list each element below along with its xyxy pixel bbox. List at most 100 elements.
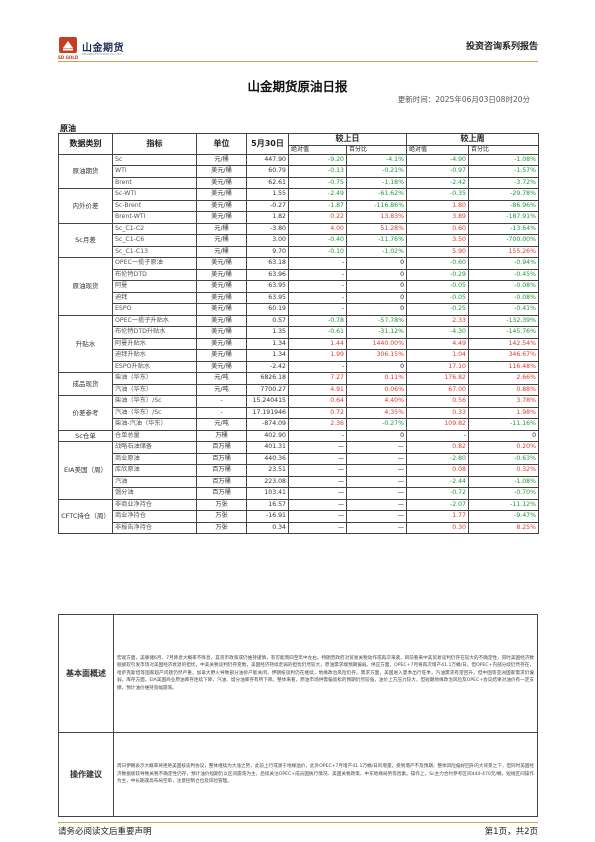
column-header-indicator: 指标 <box>112 133 197 155</box>
day-pct-change-cell: 51.28% <box>346 222 407 235</box>
advice-label: 操作建议 <box>58 732 114 817</box>
unit-cell: 万张 <box>196 521 247 534</box>
week-abs-change-cell: -0.05 <box>406 291 469 304</box>
page-footer: 请务必阅读文后重要声明 第1页，共2页 <box>58 822 538 837</box>
day-abs-change-cell: 1.44 <box>288 337 347 350</box>
unit-cell: 万张 <box>196 510 247 523</box>
indicator-cell: 布伦特DTD <box>112 268 197 281</box>
week-pct-change-cell: -11.12% <box>468 498 539 511</box>
week-abs-change-cell: 0.82 <box>406 441 469 454</box>
week-pct-change-cell: -1.57% <box>468 165 539 178</box>
day-abs-change-cell: - <box>288 280 347 293</box>
week-abs-change-cell: 0.56 <box>406 395 469 408</box>
day-abs-change-cell: — <box>288 475 347 488</box>
unit-cell: 元/吨 <box>196 372 247 385</box>
week-abs-change-cell: -0.60 <box>406 257 469 270</box>
indicator-cell: 布伦特DTD升贴水 <box>112 326 197 339</box>
day-pct-change-cell: 0 <box>346 268 407 281</box>
footer-page-number: 第1页，共2页 <box>484 827 538 837</box>
day-abs-change-cell: - <box>288 291 347 304</box>
week-pct-change-cell: -0.94% <box>468 257 539 270</box>
column-header-date: 5月30日 <box>246 133 289 155</box>
value-cell: 1.34 <box>246 349 289 362</box>
column-header-unit: 单位 <box>196 133 247 155</box>
week-pct-change-cell: 8.25% <box>468 521 539 534</box>
unit-cell: 元/桶 <box>196 245 247 258</box>
week-pct-change-cell: -0.70% <box>468 487 539 500</box>
value-cell: 7700.27 <box>246 383 289 396</box>
indicator-cell: 汽油 <box>112 475 197 488</box>
category-cell: EIA美国（周） <box>58 441 113 500</box>
day-pct-change-cell: 306.15% <box>346 349 407 362</box>
table-row: Brent 美元/桶 62.61 -0.75 -1.18% -2.42 -3.72% <box>59 176 539 189</box>
indicator-cell: 汽油（华东）/Sc <box>112 406 197 419</box>
week-abs-change-cell: 4.49 <box>406 337 469 350</box>
company-english-name: SD GOLD <box>58 55 79 60</box>
footer-disclaimer: 请务必阅读文后重要声明 <box>58 827 152 837</box>
unit-cell: 美元/桶 <box>196 268 247 281</box>
table-row: 阿曼升贴水 美元/桶 1.34 1.44 1440.00% 4.49 142.54% <box>59 337 539 350</box>
indicator-cell: OPEC一揽子升贴水 <box>112 314 197 327</box>
week-abs-change-cell: 1.80 <box>406 199 469 212</box>
value-cell: -3.80 <box>246 222 289 235</box>
value-cell: 9.70 <box>246 245 289 258</box>
value-cell: 402.90 <box>246 429 289 442</box>
value-cell: 63.18 <box>246 257 289 270</box>
day-pct-change-cell: 0.06% <box>346 383 407 396</box>
week-pct-change-cell: -86.96% <box>468 199 539 212</box>
week-pct-change-cell: 0 <box>468 429 539 442</box>
table-row: 迪拜 美元/桶 63.95-0 -0.05 -0.08% <box>59 291 539 304</box>
week-abs-change-cell: 0.30 <box>406 521 469 534</box>
commentary-table: 基本面概述 宏观方面，美联储6月、7月降息大概率不降息，其货币政策或仍维持谨慎，… <box>58 614 538 817</box>
day-abs-change-cell: - <box>288 360 347 373</box>
unit-cell: 美元/桶 <box>196 280 247 293</box>
indicator-cell: Sc_C1-C6 <box>112 234 197 247</box>
unit-cell: 万桶 <box>196 429 247 442</box>
day-abs-change-cell: 4.00 <box>288 222 347 235</box>
indicator-cell: 柴油（华东）/Sc <box>112 395 197 408</box>
week-abs-change-cell: 0.33 <box>406 406 469 419</box>
day-abs-change-cell: — <box>288 452 347 465</box>
category-cell: Sc仓单 <box>58 429 113 442</box>
week-abs-change-cell: 5.90 <box>406 245 469 258</box>
week-pct-change-cell: 1.98% <box>468 406 539 419</box>
day-pct-change-cell: 4.35% <box>346 406 407 419</box>
day-pct-change-cell: — <box>346 441 407 454</box>
day-pct-change-cell: 0 <box>346 429 407 442</box>
week-pct-change-cell: 0.32% <box>468 464 539 477</box>
unit-cell: 美元/桶 <box>196 188 247 201</box>
day-pct-change-cell: -0.21% <box>346 165 407 178</box>
table-row: ESPO升贴水 美元/桶 -2.42-0 17.10 116.48% <box>59 360 539 373</box>
indicator-cell: Sc-Brent <box>112 199 197 212</box>
value-cell: 0.57 <box>246 314 289 327</box>
unit-cell: 美元/桶 <box>196 199 247 212</box>
unit-cell: - <box>196 395 247 408</box>
week-abs-change-cell: 3.50 <box>406 234 469 247</box>
advice-text: 周日伊朗表示大概率将拒绝美国核谈判协议，整体继续为大涨之势，此前上行或源于地缘溢… <box>113 732 538 817</box>
day-abs-change-cell: -0.40 <box>288 234 347 247</box>
day-abs-change-cell: -0.13 <box>288 165 347 178</box>
table-row: 汽油（华东）/Sc -17.191946 0.72 4.35% 0.33 1.98% <box>59 406 539 419</box>
category-cell: 原油现货 <box>58 257 113 316</box>
table-header-row: 数据类别 指标 单位 5月30日 较上日 较上周 <box>58 133 539 155</box>
table-row: Sc仓单 仓单总量 万桶 402.90-0-0 <box>58 429 539 442</box>
advice-row: 操作建议 周日伊朗表示大概率将拒绝美国核谈判协议，整体继续为大涨之势，此前上行或… <box>58 732 538 817</box>
day-abs-change-cell: - <box>288 268 347 281</box>
table-row: 汽油（华东） 元/吨 7700.27 4.91 0.06% 67.00 0.88% <box>59 383 539 396</box>
value-cell: 63.95 <box>246 280 289 293</box>
day-abs-change-cell: 4.91 <box>288 383 347 396</box>
day-pct-change-cell: -31.12% <box>346 326 407 339</box>
week-abs-change-cell: -0.35 <box>406 188 469 201</box>
day-abs-change-cell: - <box>288 303 347 316</box>
value-cell: -874.09 <box>246 418 289 431</box>
unit-cell: 美元/桶 <box>196 291 247 304</box>
week-abs-change-cell: -2.07 <box>406 498 469 511</box>
table-subheader-row: 绝对值 百分比 绝对值 百分比 <box>59 144 539 155</box>
table-row: 柴油-汽油（华东） 元/吨 -874.09 2.36 -0.27% 109.82 -11.1… <box>59 418 539 431</box>
day-pct-change-cell: 0 <box>346 303 407 316</box>
day-abs-change-cell: 0.22 <box>288 211 347 224</box>
value-cell: 15.240415 <box>246 395 289 408</box>
indicator-cell: 阿曼升贴水 <box>112 337 197 350</box>
column-header-week-pct: 百分比 <box>468 144 539 155</box>
week-pct-change-cell: -0.08% <box>468 280 539 293</box>
